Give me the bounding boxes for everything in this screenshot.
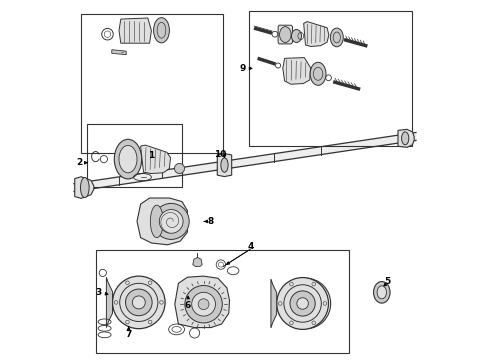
Circle shape	[185, 285, 222, 323]
Circle shape	[159, 210, 183, 233]
Ellipse shape	[150, 205, 163, 238]
Text: 7: 7	[125, 330, 132, 339]
Circle shape	[277, 278, 328, 329]
Circle shape	[297, 298, 308, 309]
Polygon shape	[112, 50, 126, 55]
Polygon shape	[398, 129, 414, 147]
Circle shape	[132, 296, 145, 309]
Ellipse shape	[402, 132, 409, 145]
Bar	[96, 250, 349, 353]
Polygon shape	[74, 132, 416, 192]
Circle shape	[174, 163, 185, 174]
Bar	[81, 14, 223, 153]
Text: 6: 6	[185, 301, 191, 310]
Polygon shape	[271, 279, 277, 328]
Text: 9: 9	[239, 64, 245, 73]
Circle shape	[153, 203, 189, 239]
Text: 1: 1	[148, 151, 154, 160]
Text: 3: 3	[96, 288, 102, 297]
Ellipse shape	[282, 278, 331, 329]
Ellipse shape	[373, 282, 390, 303]
Text: 10: 10	[214, 150, 227, 159]
Polygon shape	[217, 154, 232, 177]
Ellipse shape	[280, 27, 291, 42]
Polygon shape	[119, 18, 151, 43]
Polygon shape	[193, 257, 202, 266]
Bar	[248, 11, 413, 146]
Polygon shape	[137, 198, 187, 245]
Circle shape	[113, 276, 165, 329]
Polygon shape	[74, 177, 94, 198]
Text: 4: 4	[247, 242, 254, 251]
Text: 5: 5	[385, 277, 391, 286]
Text: 2: 2	[76, 158, 82, 167]
Polygon shape	[278, 25, 293, 44]
Ellipse shape	[119, 145, 137, 173]
Polygon shape	[106, 277, 113, 328]
Circle shape	[192, 292, 216, 316]
Ellipse shape	[330, 28, 343, 47]
Ellipse shape	[292, 30, 301, 42]
Text: 8: 8	[208, 217, 214, 226]
Circle shape	[198, 299, 209, 310]
Ellipse shape	[221, 158, 228, 172]
Circle shape	[290, 291, 315, 316]
Ellipse shape	[80, 177, 89, 198]
Ellipse shape	[377, 286, 387, 299]
Ellipse shape	[310, 62, 326, 85]
Bar	[87, 124, 182, 187]
Circle shape	[125, 289, 152, 316]
Polygon shape	[175, 276, 229, 328]
Polygon shape	[283, 58, 311, 84]
Polygon shape	[141, 145, 171, 174]
Ellipse shape	[114, 139, 142, 179]
Polygon shape	[304, 22, 329, 46]
Ellipse shape	[153, 18, 170, 43]
